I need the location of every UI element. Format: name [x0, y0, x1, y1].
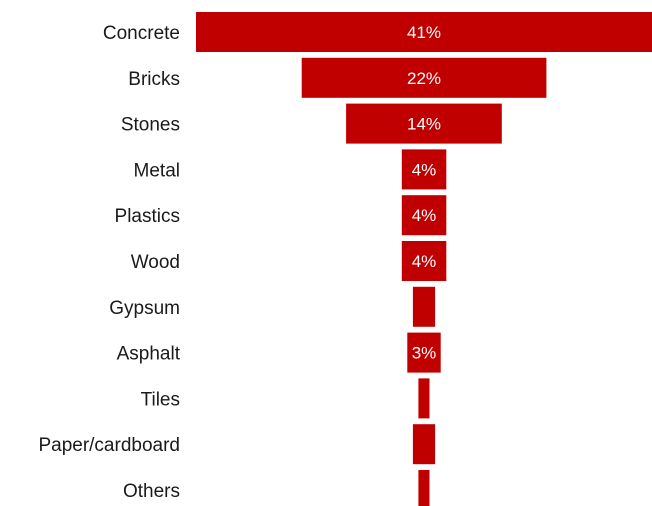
- category-label: Metal: [134, 160, 180, 181]
- category-label: Plastics: [115, 206, 180, 227]
- value-label: 41%: [407, 23, 441, 42]
- funnel-bar: [401, 241, 447, 281]
- category-label: Bricks: [128, 69, 180, 90]
- funnel-bar: [412, 424, 436, 465]
- category-label: Gypsum: [109, 298, 180, 319]
- category-labels: Concrete Bricks Stones Metal Plastics Wood Gyp…: [38, 23, 180, 502]
- category-label: Asphalt: [117, 344, 181, 365]
- funnel-bar: [196, 12, 652, 52]
- value-label: 4%: [412, 252, 437, 271]
- category-label: Concrete: [103, 23, 180, 44]
- funnel-bars: [196, 12, 652, 506]
- funnel-bar: [401, 195, 447, 236]
- category-label: Paper/cardboard: [38, 435, 180, 456]
- category-label: Others: [123, 481, 180, 502]
- value-label: 4%: [412, 160, 437, 179]
- category-label: Tiles: [141, 389, 180, 410]
- value-labels: 41% 22% 14% 4% 4% 4% 3%: [407, 23, 441, 363]
- funnel-bar: [418, 378, 430, 419]
- category-label: Stones: [121, 115, 180, 136]
- value-label: 14%: [407, 115, 441, 134]
- value-label: 3%: [412, 344, 437, 363]
- funnel-bar: [418, 470, 430, 506]
- funnel-bar: [412, 286, 436, 327]
- value-label: 22%: [407, 69, 441, 88]
- category-label: Wood: [131, 252, 180, 273]
- funnel-bar: [401, 149, 447, 190]
- funnel-bar: [407, 332, 441, 373]
- funnel-bar: [301, 57, 547, 98]
- value-label: 4%: [412, 206, 437, 225]
- funnel-bar: [346, 103, 502, 144]
